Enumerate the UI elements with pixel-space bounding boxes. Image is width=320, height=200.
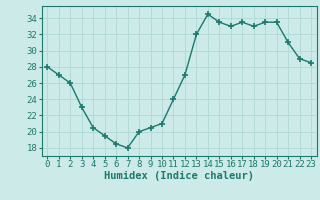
- X-axis label: Humidex (Indice chaleur): Humidex (Indice chaleur): [104, 171, 254, 181]
